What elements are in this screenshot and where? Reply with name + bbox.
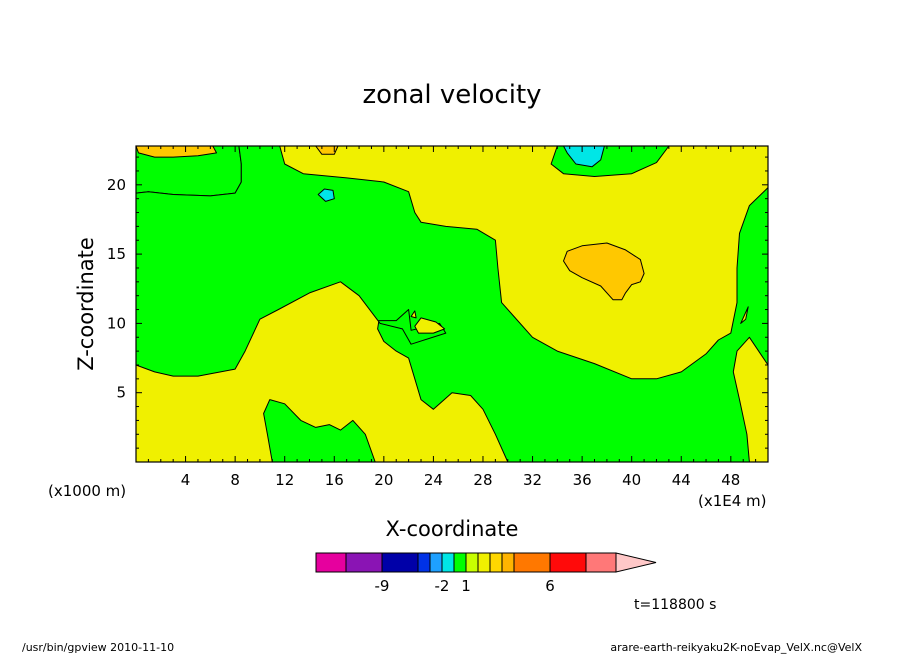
colorbar-swatch — [489, 552, 503, 573]
x-unit-right: (x1E4 m) — [698, 492, 767, 510]
colorbar-label: -9 — [375, 577, 390, 595]
y-tick-label: 10 — [107, 314, 126, 332]
x-tick-label: 8 — [230, 471, 240, 489]
y-tick-label: 5 — [116, 384, 126, 402]
colorbar-label: 6 — [545, 577, 555, 595]
y-axis: 5 10 15 20 — [107, 156, 768, 449]
colorbar: -9 -2 1 6 — [315, 552, 657, 595]
contour-region-orange — [135, 145, 217, 158]
contour-region-yellow — [410, 310, 417, 319]
y-axis-label: Z-coordinate — [74, 237, 98, 371]
y-tick-label: 15 — [107, 245, 126, 263]
plot-frame — [135, 145, 769, 463]
colorbar-swatch — [585, 552, 617, 573]
footer-right: arare-earth-reikyaku2K-noEvap_VelX.nc@Ve… — [610, 641, 862, 654]
x-tick-label: 4 — [181, 471, 191, 489]
x-tick-label: 40 — [622, 471, 641, 489]
x-tick-label: 28 — [473, 471, 492, 489]
contour-region-yellow — [740, 306, 749, 324]
x-axis: 4 8 12 16 20 24 28 32 36 40 44 48 — [147, 146, 757, 489]
x-tick-label: 12 — [275, 471, 294, 489]
x-tick-label: 44 — [672, 471, 691, 489]
x-tick-label: 16 — [325, 471, 344, 489]
colorbar-arrow — [615, 552, 657, 573]
footer-left: /usr/bin/gpview 2010-11-10 — [22, 641, 174, 654]
contour-region-green — [263, 399, 376, 463]
colorbar-label: 1 — [461, 577, 471, 595]
contour-region-cyan — [317, 188, 335, 202]
y-tick-label: 20 — [107, 176, 126, 194]
contour-region-yellow — [414, 317, 446, 334]
x-tick-label: 20 — [374, 471, 393, 489]
contour-field — [135, 145, 769, 463]
colorbar-swatch — [477, 552, 491, 573]
chart-title: zonal velocity — [362, 80, 541, 110]
colorbar-swatch — [453, 552, 467, 573]
x-tick-label: 36 — [573, 471, 592, 489]
colorbar-swatch — [549, 552, 587, 573]
x-axis-label: X-coordinate — [386, 517, 519, 541]
x-tick-label: 48 — [721, 471, 740, 489]
x-tick-label: 32 — [523, 471, 542, 489]
x-tick-label: 24 — [424, 471, 443, 489]
colorbar-swatch — [417, 552, 431, 573]
colorbar-swatch — [429, 552, 443, 573]
colorbar-swatch — [345, 552, 383, 573]
contour-region-green — [135, 145, 769, 463]
time-label: t=118800 s — [634, 597, 716, 613]
colorbar-swatch — [315, 552, 347, 573]
contour-region-orange — [563, 242, 645, 301]
colorbar-swatch — [381, 552, 419, 573]
colorbar-label: -2 — [435, 577, 450, 595]
x-unit-left: (x1000 m) — [48, 482, 126, 500]
colorbar-swatch — [513, 552, 551, 573]
colorbar-swatch — [501, 552, 515, 573]
colorbar-swatch — [465, 552, 479, 573]
colorbar-swatch — [441, 552, 455, 573]
